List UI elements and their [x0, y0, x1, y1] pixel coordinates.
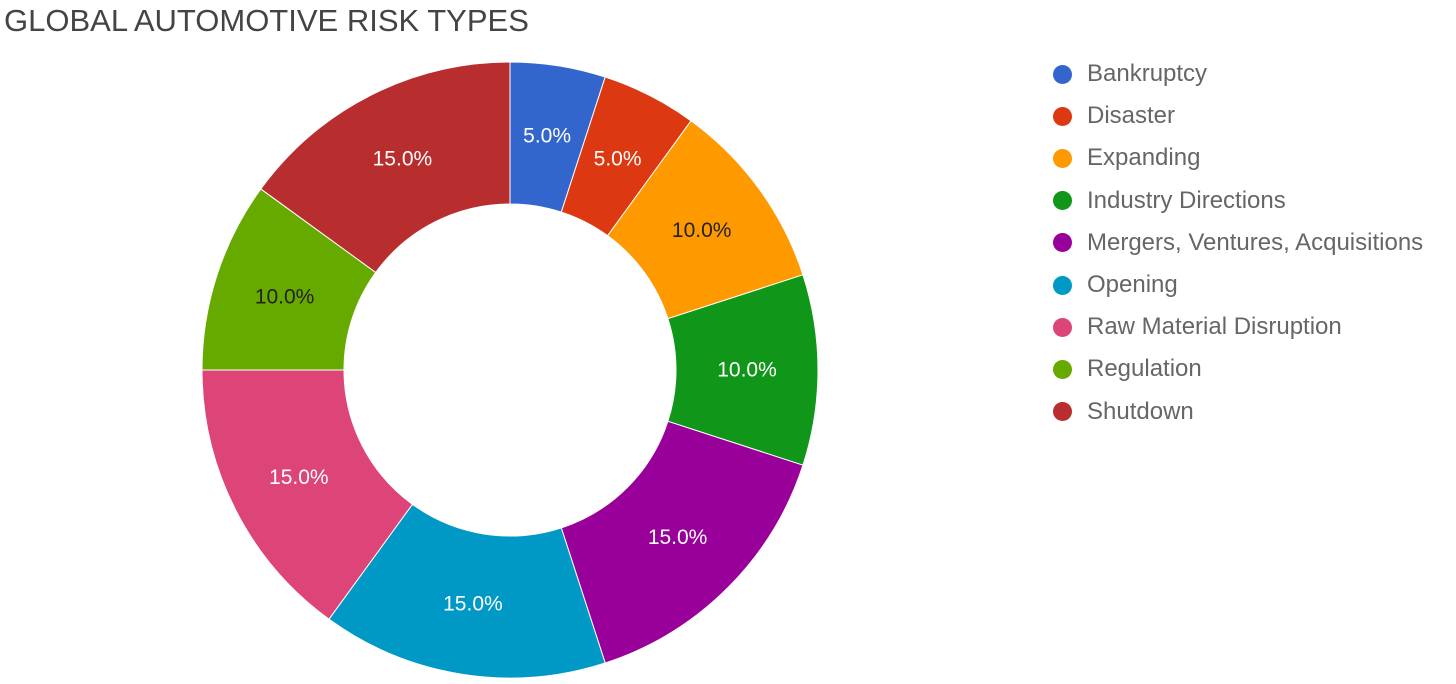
legend-swatch	[1053, 148, 1072, 168]
chart-title: GLOBAL AUTOMOTIVE RISK TYPES	[4, 3, 529, 38]
legend-item[interactable]: Regulation	[1053, 348, 1423, 390]
legend-swatch	[1053, 317, 1072, 337]
slice-label: 10.0%	[255, 285, 315, 308]
slice-label: 15.0%	[373, 147, 433, 170]
legend-label: Raw Material Disruption	[1087, 313, 1342, 341]
slice-label: 10.0%	[672, 219, 732, 242]
legend-item[interactable]: Expanding	[1053, 137, 1423, 179]
donut-chart: 5.0% 5.0% 10.0% 10.0% 15.0% 15.0% 15.0% 10.0% 15…	[201, 61, 819, 679]
legend-swatch	[1053, 359, 1072, 379]
slice-label: 15.0%	[269, 466, 329, 489]
legend-swatch	[1053, 191, 1072, 211]
legend-item[interactable]: Shutdown	[1053, 391, 1423, 433]
legend-label: Disaster	[1087, 102, 1176, 130]
legend-item[interactable]: Opening	[1053, 264, 1423, 306]
slice-label: 15.0%	[648, 526, 708, 549]
legend-label: Opening	[1087, 271, 1178, 299]
legend-label: Industry Directions	[1087, 186, 1286, 214]
legend-item[interactable]: Mergers, Ventures, Acquisitions	[1053, 222, 1423, 264]
legend-swatch	[1053, 402, 1072, 422]
slice-label: 5.0%	[523, 124, 571, 147]
legend-item[interactable]: Industry Directions	[1053, 180, 1423, 222]
slice-raw-material-disruption[interactable]	[201, 369, 414, 620]
slice-opening[interactable]	[328, 503, 606, 679]
slice-label: 10.0%	[717, 359, 777, 382]
legend-label: Mergers, Ventures, Acquisitions	[1087, 228, 1424, 256]
legend-label: Regulation	[1087, 355, 1202, 383]
legend-label: Expanding	[1087, 144, 1201, 172]
chart-legend: Bankruptcy Disaster Expanding Industry Dire…	[1053, 53, 1423, 433]
legend-item[interactable]: Bankruptcy	[1053, 53, 1423, 95]
legend-item[interactable]: Disaster	[1053, 95, 1423, 137]
legend-label: Shutdown	[1087, 397, 1194, 425]
legend-swatch	[1053, 106, 1072, 126]
slice-label: 5.0%	[594, 147, 642, 170]
legend-label: Bankruptcy	[1087, 60, 1208, 88]
slice-mergers-ventures-acquisitions[interactable]	[560, 420, 804, 664]
legend-item[interactable]: Raw Material Disruption	[1053, 306, 1423, 348]
legend-swatch	[1053, 275, 1072, 295]
legend-swatch	[1053, 233, 1072, 253]
slice-shutdown[interactable]	[260, 61, 511, 274]
legend-swatch	[1053, 64, 1072, 84]
slice-label: 15.0%	[443, 593, 503, 616]
